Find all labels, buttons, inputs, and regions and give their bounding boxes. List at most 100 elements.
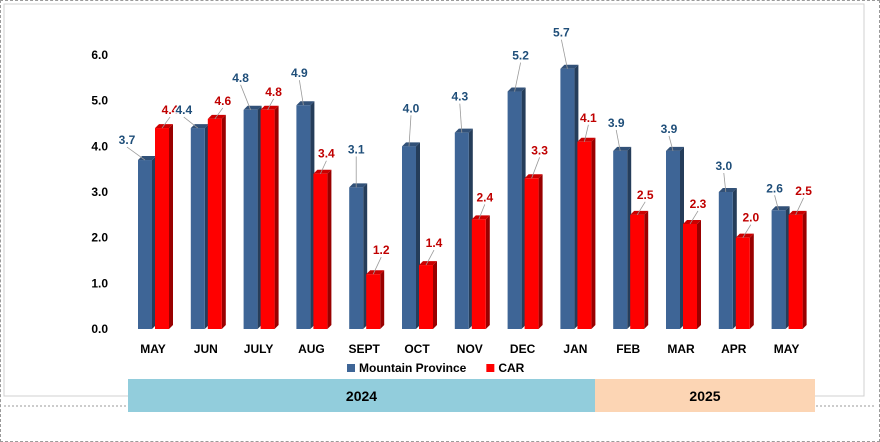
bar-mountain-province xyxy=(560,68,575,329)
data-label: 3.9 xyxy=(661,122,678,136)
bar-car xyxy=(155,128,169,329)
label-leader xyxy=(615,129,621,151)
label-leader xyxy=(320,160,327,174)
y-tick-label: 2.0 xyxy=(91,231,108,245)
bar-car xyxy=(366,274,381,329)
data-label: 2.5 xyxy=(637,188,654,202)
bar-top xyxy=(260,105,279,110)
bar-top xyxy=(666,146,684,151)
data-label: 2.0 xyxy=(742,211,759,225)
label-leader xyxy=(126,146,146,161)
x-tick-label: MAR xyxy=(667,342,695,356)
x-tick-label: NOV xyxy=(457,342,483,356)
label-leader xyxy=(408,115,412,147)
label-leader xyxy=(531,157,540,179)
label-leader xyxy=(742,224,752,238)
data-label: 4.4 xyxy=(175,103,192,117)
x-tick-label: MAY xyxy=(140,342,166,356)
x-tick-label: OCT xyxy=(404,342,430,356)
bar-mountain-province xyxy=(402,146,416,329)
bar-side xyxy=(538,174,543,329)
bar-top xyxy=(613,146,632,151)
bar-side xyxy=(433,261,437,329)
data-label: 4.9 xyxy=(291,66,308,80)
x-tick-label: JUN xyxy=(194,342,218,356)
label-leader xyxy=(795,197,804,216)
bar-car xyxy=(630,214,645,329)
label-leader xyxy=(299,80,304,106)
bar-car xyxy=(683,223,697,329)
year-band xyxy=(128,379,595,412)
bar-car xyxy=(313,173,328,329)
bar-top xyxy=(366,270,385,275)
bar-top xyxy=(313,169,332,174)
bar-top xyxy=(471,215,490,220)
bar-side xyxy=(644,210,649,329)
data-label: 3.9 xyxy=(608,116,625,130)
bar-top xyxy=(683,219,701,224)
data-label: 3.1 xyxy=(348,142,365,156)
bar-car xyxy=(419,265,433,329)
bar-top xyxy=(630,210,649,215)
bar-side xyxy=(749,233,754,329)
data-label: 4.8 xyxy=(265,85,282,99)
legend-swatch xyxy=(486,364,495,372)
bar-mountain-province xyxy=(349,187,364,329)
bar-top xyxy=(419,261,437,266)
year-bands: 2024 2025 xyxy=(128,379,815,412)
bar-side xyxy=(380,270,385,329)
x-axis: MAY JUN JULY AUG SEPT OCT NOV DEC JAN FEB MAR APR MA… xyxy=(140,342,799,356)
bar-side xyxy=(697,219,701,329)
data-label: 1.2 xyxy=(373,243,390,257)
label-leader xyxy=(161,116,171,129)
legend-label: Mountain Province xyxy=(359,361,467,375)
data-label: 3.7 xyxy=(119,133,136,147)
bar-top xyxy=(243,105,262,110)
data-labels: 3.74.44.44.64.84.84.93.4 3.11.24.01.44.32… xyxy=(117,24,814,275)
data-label: 2.5 xyxy=(795,184,812,198)
year-label: 2024 xyxy=(346,388,377,404)
bar-mountain-province xyxy=(138,160,152,329)
bar-side xyxy=(221,114,226,329)
label-leader xyxy=(425,249,435,266)
bar-car xyxy=(207,118,222,329)
y-tick-label: 6.0 xyxy=(91,48,108,62)
bar-top xyxy=(788,210,807,215)
bar-top xyxy=(296,101,315,106)
x-tick-label: SEPT xyxy=(349,342,381,356)
label-leader xyxy=(514,62,521,92)
bar-mountain-province xyxy=(296,105,311,329)
label-leader xyxy=(636,201,646,216)
data-label: 4.0 xyxy=(403,101,420,115)
bar-side xyxy=(591,137,596,329)
bar-car xyxy=(735,237,750,329)
legend: Mountain Province CAR xyxy=(347,361,525,375)
x-tick-label: DEC xyxy=(510,342,536,356)
data-label: 3.3 xyxy=(531,143,548,157)
data-label: 3.0 xyxy=(715,159,732,173)
x-tick-label: APR xyxy=(721,342,747,356)
y-axis: 0.0 1.0 2.0 3.0 4.0 5.0 6.0 xyxy=(91,48,108,336)
bar-mountain-province xyxy=(454,132,469,329)
label-leader xyxy=(774,195,779,211)
bar-top xyxy=(735,233,754,238)
bar-mountain-province xyxy=(190,128,205,329)
bar-top xyxy=(138,156,156,161)
label-leader xyxy=(689,210,699,225)
y-tick-label: 3.0 xyxy=(91,185,108,199)
label-leader xyxy=(459,103,463,133)
bar-car xyxy=(788,214,803,329)
bar-mountain-province xyxy=(718,192,733,329)
data-label: 4.8 xyxy=(232,71,249,85)
data-label: 5.7 xyxy=(553,26,570,40)
x-tick-label: JAN xyxy=(563,342,587,356)
x-tick-label: JULY xyxy=(244,342,274,356)
data-label: 4.1 xyxy=(580,111,597,125)
label-leader xyxy=(183,116,199,129)
bar-mountain-province xyxy=(243,109,258,329)
bar-top xyxy=(718,188,737,192)
bars xyxy=(138,64,807,330)
y-tick-label: 5.0 xyxy=(91,94,108,108)
bar-mountain-province xyxy=(507,91,522,330)
bar-top xyxy=(507,87,526,92)
